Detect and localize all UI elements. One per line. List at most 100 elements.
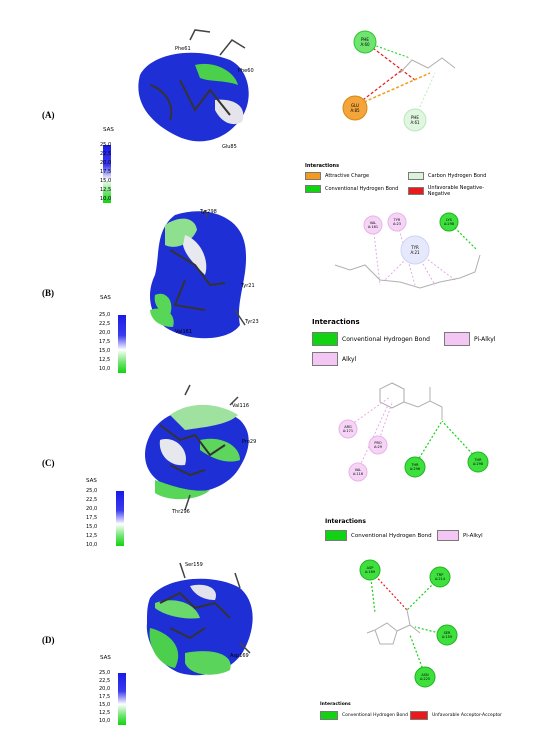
legend-item: Pi-Alkyl xyxy=(444,332,495,346)
panel-a-interaction-diagram: PHE A:60 GLU A:85 PHE A:61 xyxy=(342,30,456,132)
legend-item: Unfavorable Negative-Negative xyxy=(408,185,505,197)
scale-tick: 20,0 xyxy=(99,330,111,336)
legend-swatch xyxy=(408,172,424,180)
legend-label: Conventional Hydrogen Bond xyxy=(342,713,408,718)
diagram-node-label: ASN xyxy=(421,673,429,677)
legend-swatch xyxy=(410,711,428,720)
diagram-node-label: A:169 xyxy=(365,570,375,574)
diagram-node-label: PHE xyxy=(411,115,419,120)
panel-a-legend: Interactions Attractive Charge Carbon Hy… xyxy=(305,163,505,201)
legend-swatch xyxy=(444,332,470,346)
diagram-node-label: SER xyxy=(444,631,451,635)
legend-item: Carbon Hydrogen Bond xyxy=(408,172,486,180)
scale-color-bar xyxy=(103,145,111,203)
scale-tick: 22,5 xyxy=(99,321,111,327)
legend-item: Attractive Charge xyxy=(305,172,369,180)
scale-tick: 22,5 xyxy=(86,497,98,503)
legend-swatch xyxy=(312,352,338,366)
diagram-node-label: A:298 xyxy=(444,222,454,226)
diagram-node-label: A:161 xyxy=(368,225,378,229)
diagram-node-label: TYR xyxy=(410,245,419,250)
scale-tick: 25,0 xyxy=(86,488,98,494)
legend-swatch xyxy=(325,530,347,541)
legend-item: Conventional Hydrogen Bond xyxy=(312,332,430,346)
panel-b-legend: Interactions Conventional Hydrogen Bond … xyxy=(312,318,532,370)
legend-title: Interactions xyxy=(305,163,340,169)
panel-d-surface-render: Ser159 Asp169 xyxy=(146,562,253,676)
residue-label: Tyr23 xyxy=(244,319,259,325)
scale-tick: 15,0 xyxy=(86,524,98,530)
scale-tick: 10,0 xyxy=(99,718,111,724)
diagram-node-label: A:225 xyxy=(420,677,430,681)
residue-label: Thr296 xyxy=(171,509,190,515)
scale-tick: 20,0 xyxy=(86,506,98,512)
scale-title: SAS xyxy=(103,127,114,133)
residue-label: Glu85 xyxy=(222,144,237,150)
legend-item: Unfavorable Acceptor-Acceptor xyxy=(410,711,502,720)
panel-d-label: (D) xyxy=(42,635,55,645)
scale-color-bar xyxy=(116,491,124,546)
legend-swatch xyxy=(437,530,459,541)
legend-swatch xyxy=(305,172,321,180)
scale-tick: 17,5 xyxy=(100,169,112,175)
diagram-node-label: TRP xyxy=(436,573,444,577)
scale-tick: 10,0 xyxy=(100,196,112,202)
residue-label: Pro29 xyxy=(242,439,256,445)
diagram-node-label: PHE xyxy=(361,37,369,42)
diagram-node-label: A:159 xyxy=(442,635,452,639)
diagram-node-label: A:116 xyxy=(353,472,363,476)
legend-label: Attractive Charge xyxy=(325,173,370,179)
panel-a-label: (A) xyxy=(42,110,55,120)
scale-tick: 15,0 xyxy=(99,702,111,708)
residue-label: Tyr298 xyxy=(199,209,217,215)
legend-label: Conventional Hydrogen Bond xyxy=(325,186,399,192)
scale-color-bar xyxy=(118,673,126,725)
panel-c-sas-scale: SAS 25,0 22,5 20,0 17,5 15,0 12,5 10,0 xyxy=(86,478,146,548)
diagram-node-label: THR xyxy=(473,458,482,462)
scale-tick: 17,5 xyxy=(99,694,111,700)
legend-label: Unfavorable Acceptor-Acceptor xyxy=(432,713,502,718)
legend-item: Conventional Hydrogen Bond xyxy=(320,711,408,720)
scale-tick: 25,0 xyxy=(99,312,111,318)
scale-color-bar xyxy=(118,315,126,373)
diagram-node-label: A:85 xyxy=(350,108,360,113)
panel-c-legend: Interactions Conventional Hydrogen Bond … xyxy=(325,518,525,548)
residue-label: Tyr21 xyxy=(240,283,255,289)
legend-label: Conventional Hydrogen Bond xyxy=(342,335,430,343)
residue-label: Phe61 xyxy=(175,46,191,52)
panel-b-label: (B) xyxy=(42,288,54,298)
scale-tick: 10,0 xyxy=(86,542,98,548)
panel-a-sas-scale: SAS 25,0 22,5 20,0 17,5 15,0 12,5 10,0 xyxy=(100,127,163,207)
panel-a-surface-render: Phe61 Phe60 Glu85 xyxy=(138,29,254,150)
diagram-node-label: A:171 xyxy=(343,429,353,433)
panel-b-surface-render: Tyr298 Tyr21 Tyr23 Val161 xyxy=(150,209,259,339)
diagram-node-label: A:298 xyxy=(473,462,483,466)
legend-label: Alkyl xyxy=(342,355,357,363)
residue-label: Val116 xyxy=(232,403,249,409)
diagram-node-label: THR xyxy=(410,463,419,467)
legend-title: Interactions xyxy=(320,702,351,707)
scale-tick: 12,5 xyxy=(99,357,111,363)
legend-title: Interactions xyxy=(325,518,366,525)
diagram-node-label: A:214 xyxy=(435,577,446,581)
scale-tick: 20,0 xyxy=(99,686,111,692)
scale-tick: 22,5 xyxy=(99,678,111,684)
diagram-node-label: ARG xyxy=(344,425,352,429)
legend-item: Conventional Hydrogen Bond xyxy=(325,530,432,541)
residue-label: Phe60 xyxy=(238,68,254,74)
panel-d-sas-scale: SAS 25,0 22,5 20,0 17,5 15,0 12,5 10,0 xyxy=(99,655,160,725)
legend-swatch xyxy=(305,185,321,193)
diagram-node-label: VAL xyxy=(355,468,362,472)
scale-tick: 12,5 xyxy=(99,710,111,716)
legend-label: Carbon Hydrogen Bond xyxy=(428,173,487,179)
scale-tick: 12,5 xyxy=(100,187,112,193)
legend-item: Alkyl xyxy=(312,352,356,366)
diagram-node-label: A:23 xyxy=(393,222,401,226)
residue-label: Val161 xyxy=(175,329,192,335)
legend-item: Conventional Hydrogen Bond xyxy=(305,185,398,193)
diagram-node-label: TYR xyxy=(393,218,401,222)
scale-tick: 17,5 xyxy=(99,339,111,345)
diagram-node-label: GLU xyxy=(351,103,359,108)
panel-b-sas-scale: SAS 25,0 22,5 20,0 17,5 15,0 12,5 10,0 xyxy=(99,295,160,375)
scale-title: SAS xyxy=(100,295,111,301)
